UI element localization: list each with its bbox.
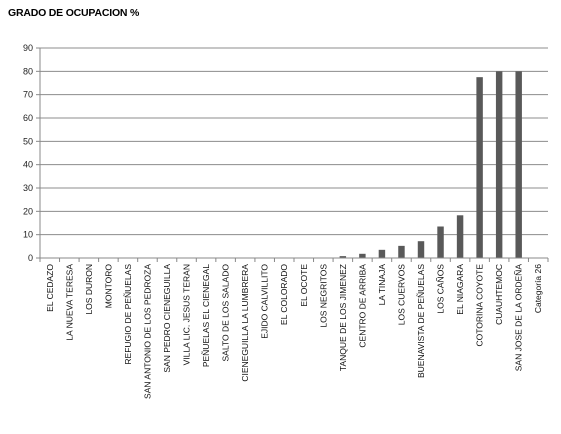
y-tick-label: 30 xyxy=(23,183,33,193)
x-category-label: EL OCOTE xyxy=(299,264,309,307)
y-tick-label: 70 xyxy=(23,90,33,100)
bar xyxy=(515,71,522,258)
x-category-label: SAN ANTONIO DE LOS PEDROZA xyxy=(142,264,152,399)
x-category-label: EL NIAGARA xyxy=(455,264,465,315)
y-tick-label: 40 xyxy=(23,160,33,170)
x-category-label: CIENEGUILLA LA LUMBRERA xyxy=(240,264,250,382)
x-category-label: EL COLORADO xyxy=(279,264,289,325)
x-category-label: SALTO DE LOS SALADO xyxy=(221,264,231,362)
y-tick-label: 80 xyxy=(23,66,33,76)
bar xyxy=(495,71,503,258)
chart-title: GRADO DE OCUPACION % xyxy=(8,7,140,19)
y-tick-label: 90 xyxy=(23,43,33,53)
bar xyxy=(476,77,483,259)
x-category-label: TANQUE DE LOS JIMENEZ xyxy=(338,264,348,371)
bars xyxy=(339,71,522,259)
x-category-label: MONTORO xyxy=(103,264,113,309)
x-category-label: CUAUHTEMOC xyxy=(494,264,504,325)
y-tick-label: 60 xyxy=(23,113,33,123)
y-tick-label: 0 xyxy=(28,253,33,263)
y-tick-label: 20 xyxy=(23,206,33,216)
x-category-label: COTORINA COYOTE xyxy=(475,264,485,347)
x-category-label: SAN JOSE DE LA ORDEÑA xyxy=(514,264,524,372)
x-category-label: PEÑUELAS EL CIENEGAL xyxy=(201,264,211,367)
y-axis-ticks: 0 10 20 30 40 50 60 70 80 90 xyxy=(23,43,40,263)
x-category-label: SAN PEDRO CIENEGUILLA xyxy=(162,264,172,373)
bar xyxy=(456,215,464,258)
x-category-label: LOS CAÑOS xyxy=(436,264,446,314)
y-tick-label: 10 xyxy=(23,230,33,240)
x-category-label: LOS DURON xyxy=(84,264,94,315)
bar xyxy=(417,241,425,258)
x-category-label: VILLA LIC. JESUS TERAN xyxy=(182,264,192,365)
x-category-label: LA TINAJA xyxy=(377,264,387,306)
bar xyxy=(339,256,347,258)
x-category-label: EL CEDAZO xyxy=(45,264,55,312)
gridlines xyxy=(40,47,548,236)
bar xyxy=(398,245,405,258)
bar xyxy=(437,226,444,258)
x-category-label: LA NUEVA TERESA xyxy=(64,264,74,341)
x-category-label: EJIDO CALVILLITO xyxy=(260,264,270,339)
bar xyxy=(378,249,386,258)
x-category-label: LOS CUERVOS xyxy=(396,264,406,326)
bar xyxy=(359,253,366,258)
x-category-label: Categoría 26 xyxy=(533,264,543,313)
y-tick-label: 50 xyxy=(23,136,33,146)
x-axis-category-labels: EL CEDAZO LA NUEVA TERESA LOS DURON MONTORO… xyxy=(39,258,549,399)
x-category-label: CENTRO DE ARRIBA xyxy=(357,264,367,348)
x-category-label: LOS NEGRITOS xyxy=(318,264,328,328)
x-category-label: REFUGIO DE PEÑUELAS xyxy=(123,264,133,365)
x-category-label: BUENAVISTA DE PEÑUELAS xyxy=(416,264,426,378)
